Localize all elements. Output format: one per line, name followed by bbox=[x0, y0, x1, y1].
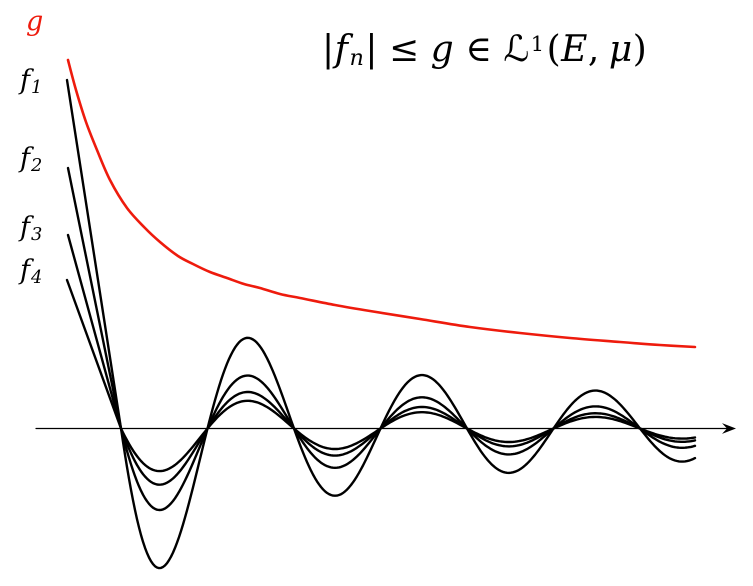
abs-bar-right: | bbox=[365, 29, 378, 70]
label-f2: f2 bbox=[20, 143, 42, 174]
curve-f3 bbox=[66, 233, 697, 486]
leq-operator: ≤ bbox=[388, 29, 420, 70]
f2-base: f bbox=[20, 143, 30, 174]
curve-g bbox=[66, 58, 697, 349]
curve-f1 bbox=[65, 78, 697, 570]
f3-base: f bbox=[20, 212, 30, 243]
g-symbol-formula: g bbox=[430, 29, 455, 70]
label-g: g bbox=[26, 8, 43, 35]
script-l-symbol: ℒ bbox=[503, 29, 530, 70]
f-symbol: f bbox=[334, 29, 349, 70]
element-of-operator: ∈ bbox=[465, 29, 493, 70]
label-f1: f1 bbox=[20, 65, 42, 96]
curve-f2 bbox=[66, 166, 697, 512]
curve-f4 bbox=[65, 278, 697, 473]
label-f4: f4 bbox=[20, 255, 42, 286]
formula-domination: |fn| ≤ g ∈ ℒ1(E, μ) bbox=[322, 29, 648, 72]
paren-open: ( bbox=[546, 29, 562, 70]
f1-subscript: 1 bbox=[31, 76, 43, 98]
g-symbol: g bbox=[26, 6, 44, 37]
f1-base: f bbox=[20, 65, 30, 96]
label-f3: f3 bbox=[20, 212, 42, 243]
comma: , bbox=[587, 29, 600, 70]
f4-base: f bbox=[20, 255, 30, 286]
f3-subscript: 3 bbox=[31, 223, 43, 245]
paren-close: ) bbox=[632, 29, 648, 70]
one-superscript: 1 bbox=[530, 31, 545, 56]
axis-arrowhead-icon bbox=[722, 423, 736, 434]
e-symbol: E bbox=[561, 29, 588, 70]
mu-symbol: μ bbox=[608, 29, 633, 70]
f2-subscript: 2 bbox=[31, 154, 43, 176]
f4-subscript: 4 bbox=[31, 266, 43, 288]
abs-bar-left: | bbox=[322, 29, 335, 70]
n-subscript: n bbox=[349, 45, 365, 72]
